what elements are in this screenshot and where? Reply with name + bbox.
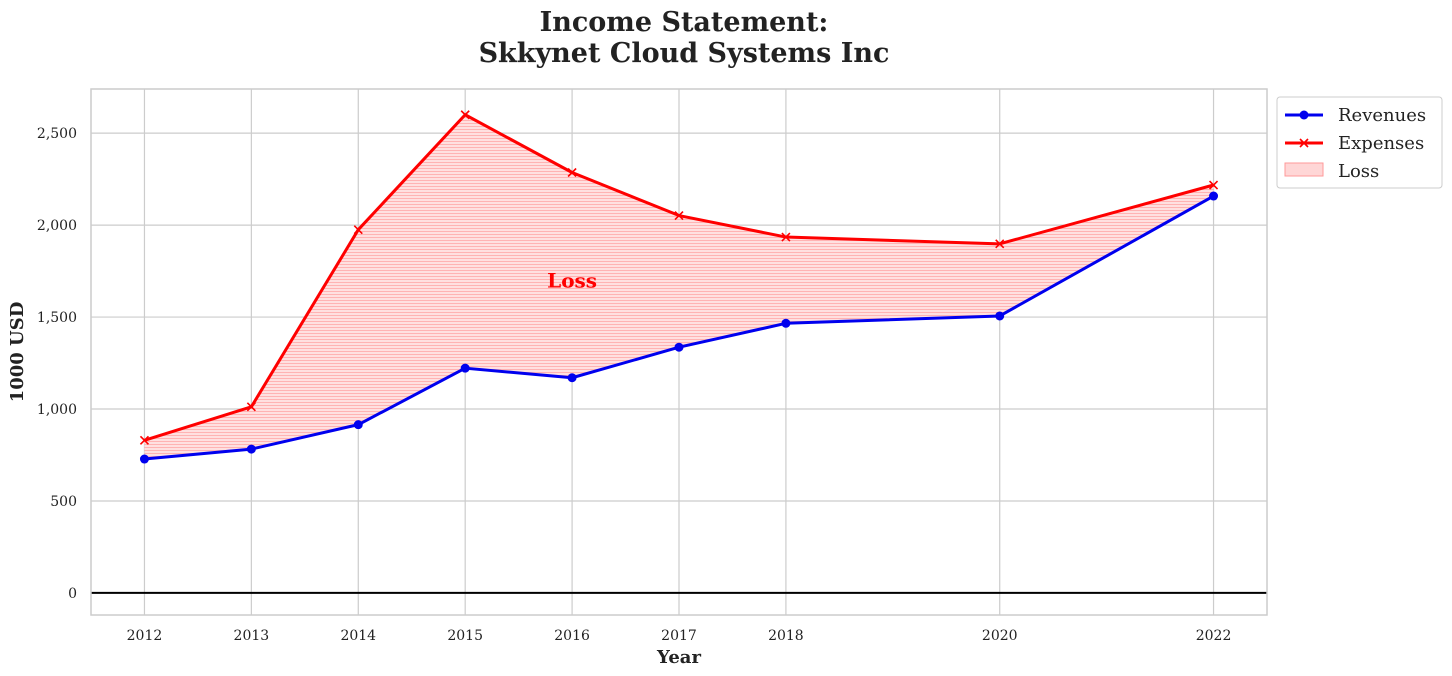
revenues-point-2020 [995,311,1005,321]
y-tick-labels: 0 500 1,000 1,500 2,000 2,500 [37,126,77,602]
expenses-point-2022 [1208,180,1219,190]
expenses-point-2012 [139,435,150,445]
y-tick-2500: 2,500 [37,126,77,142]
x-tick-2012: 2012 [127,628,163,644]
legend: Revenues Expenses Loss [1276,96,1443,189]
revenues-point-2015 [460,363,470,373]
expenses-point-2015 [460,110,470,120]
legend-revenues-marker [1299,110,1309,120]
x-tick-2018: 2018 [768,628,804,644]
y-axis-label: 1000 USD [7,302,28,403]
revenues-point-2016 [567,373,577,383]
expenses-point-2017 [674,210,684,221]
chart-title-line2: Skkynet Cloud Systems Inc [479,38,890,69]
x-tick-2020: 2020 [982,628,1018,644]
x-tick-labels: 2012 2013 2014 2015 2016 2017 2018 2020 2022 [127,628,1232,644]
revenues-point-2022 [1209,191,1219,201]
expenses-point-2013 [246,402,256,412]
loss-annotation: Loss [547,268,597,292]
x-tick-2014: 2014 [340,628,376,644]
legend-expenses-label: Expenses [1338,133,1424,154]
legend-revenues-label: Revenues [1338,105,1426,126]
expenses-point-2018 [781,232,791,242]
x-tick-2022: 2022 [1196,628,1232,644]
loss-fill-polygon [144,114,1214,460]
series-layer [139,110,1219,464]
x-tick-2016: 2016 [554,628,590,644]
x-tick-2015: 2015 [447,628,483,644]
y-tick-1000: 1,000 [37,402,77,418]
expenses-point-2016 [567,167,577,178]
plot-frame [90,88,1268,616]
legend-loss-label: Loss [1338,161,1379,182]
expenses-point-2014 [353,225,363,235]
revenues-point-2012 [139,454,149,464]
chart-title-line1: Income Statement: [540,7,829,38]
revenues-point-2014 [353,420,363,430]
revenues-point-2017 [674,342,684,352]
legend-loss-swatch [1284,162,1324,177]
grid [91,89,1267,615]
x-tick-2017: 2017 [661,628,697,644]
revenues-point-2018 [781,318,791,328]
y-tick-1500: 1,500 [37,310,77,326]
x-axis-label: Year [656,647,701,668]
revenues-point-2013 [246,444,256,454]
x-tick-2013: 2013 [234,628,270,644]
y-tick-500: 500 [50,494,77,510]
y-tick-2000: 2,000 [37,218,77,234]
loss-fill-area [144,114,1214,460]
expenses-point-2020 [995,239,1005,249]
legend-expenses-marker [1299,138,1309,148]
y-tick-0: 0 [68,586,77,602]
